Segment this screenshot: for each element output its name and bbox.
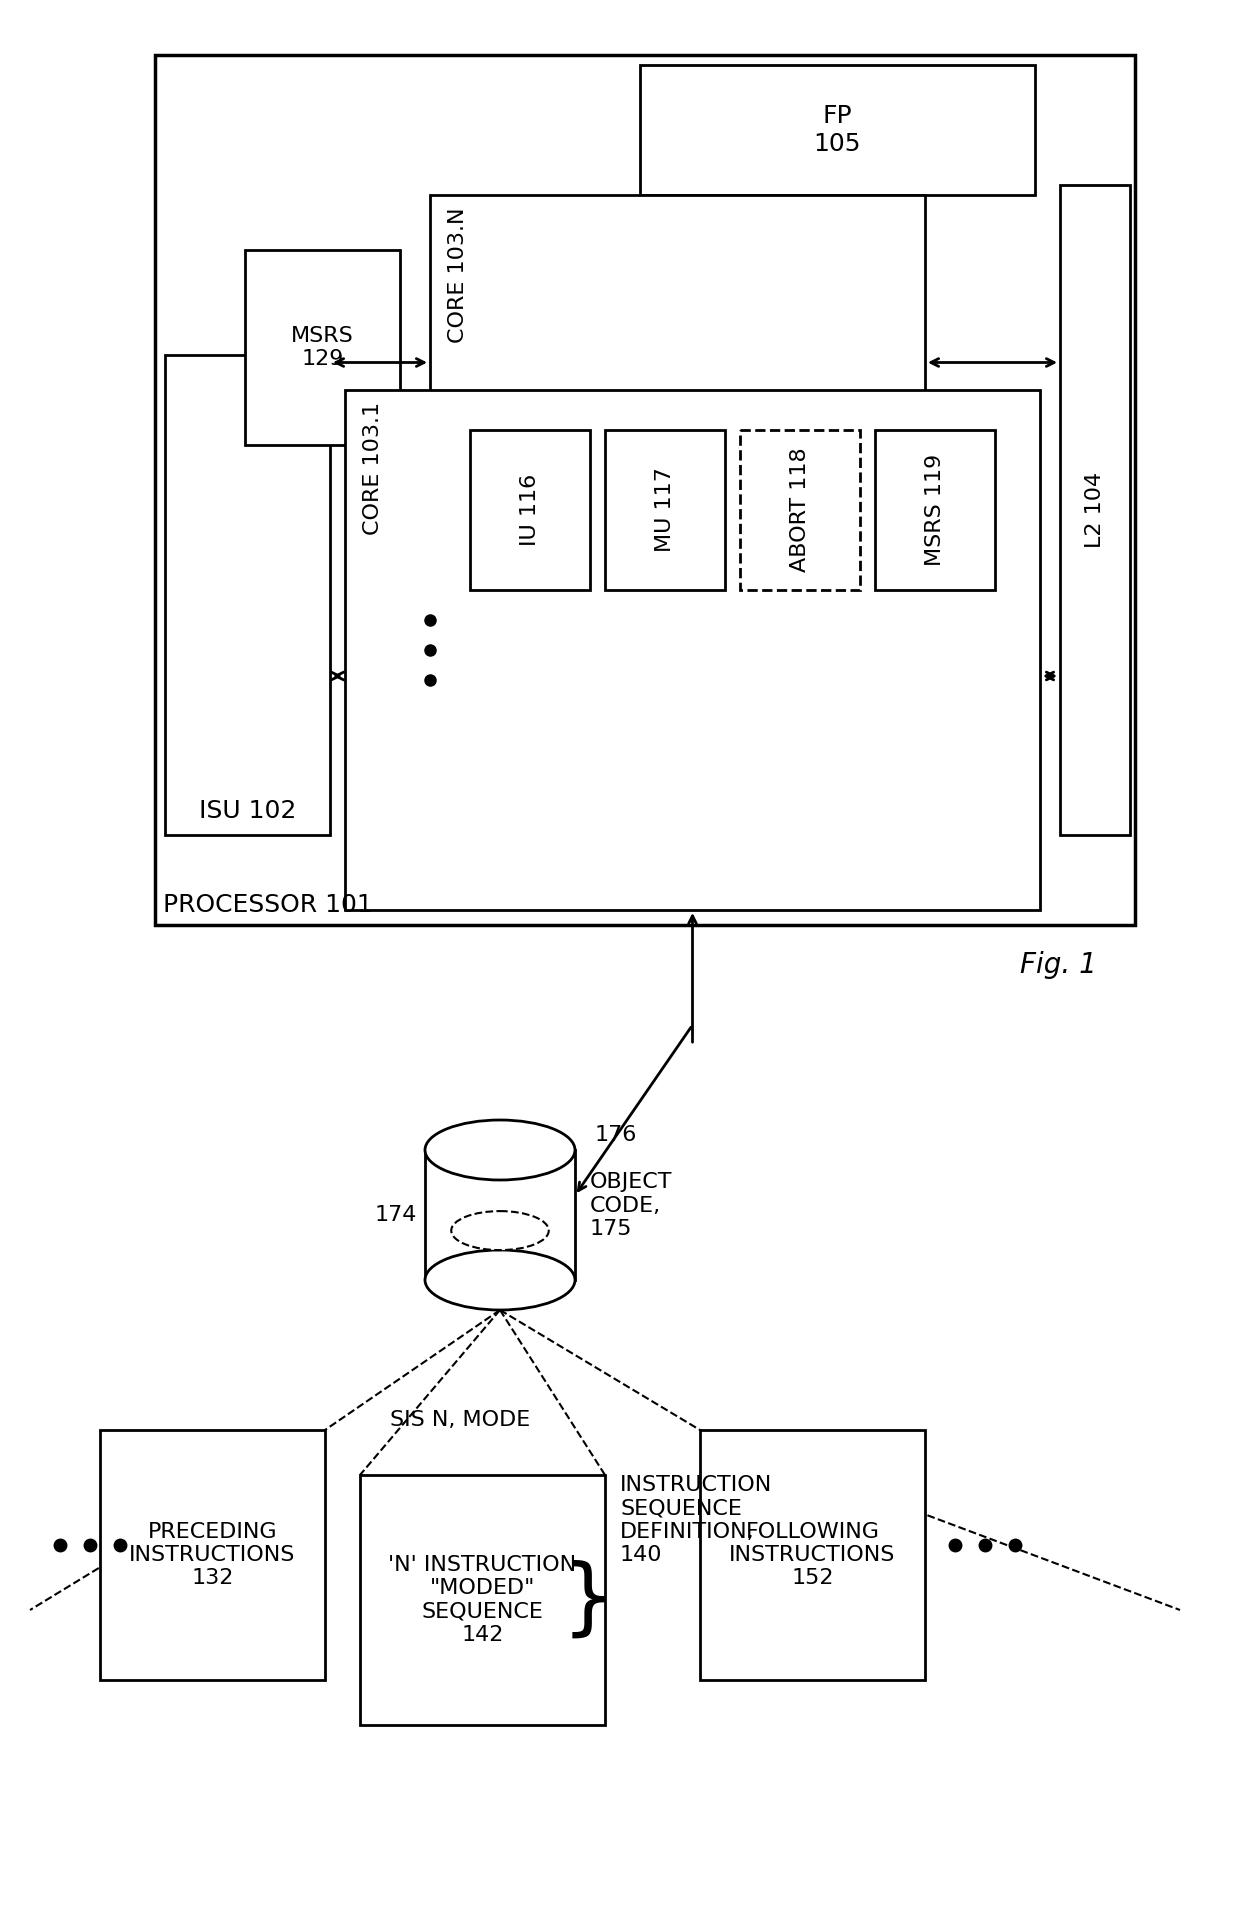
FancyBboxPatch shape [100,1430,325,1679]
Text: CORE 103.1: CORE 103.1 [363,401,383,535]
Text: INSTRUCTION
SEQUENCE
DEFINITION,
140: INSTRUCTION SEQUENCE DEFINITION, 140 [620,1476,773,1564]
FancyBboxPatch shape [470,430,590,589]
Text: CORE 103.N: CORE 103.N [448,207,467,342]
Text: MSRS
129: MSRS 129 [291,326,353,368]
FancyBboxPatch shape [155,56,1135,925]
Text: ISU 102: ISU 102 [198,798,296,823]
Ellipse shape [425,1249,575,1311]
FancyBboxPatch shape [246,249,401,445]
Ellipse shape [451,1211,549,1249]
Text: OBJECT
CODE,
175: OBJECT CODE, 175 [590,1173,672,1238]
FancyBboxPatch shape [360,1476,605,1725]
FancyBboxPatch shape [605,430,725,589]
Text: 'N' INSTRUCTION
"MODED"
SEQUENCE
142: 'N' INSTRUCTION "MODED" SEQUENCE 142 [388,1554,577,1645]
FancyBboxPatch shape [740,430,861,589]
Text: PRECEDING
INSTRUCTIONS
132: PRECEDING INSTRUCTIONS 132 [129,1522,295,1589]
FancyBboxPatch shape [430,196,925,530]
Text: PROCESSOR 101: PROCESSOR 101 [162,892,373,917]
Text: ABORT 118: ABORT 118 [790,447,810,572]
Text: FP
105: FP 105 [813,104,862,155]
Text: }: } [562,1560,615,1641]
FancyBboxPatch shape [1060,184,1130,835]
Text: 174: 174 [374,1205,417,1224]
FancyBboxPatch shape [701,1430,925,1679]
Text: MU 117: MU 117 [655,468,675,553]
Text: IU 116: IU 116 [520,474,539,547]
Ellipse shape [425,1121,575,1180]
Text: Fig. 1: Fig. 1 [1021,952,1096,979]
Text: MSRS 119: MSRS 119 [925,455,945,566]
FancyBboxPatch shape [875,430,994,589]
Text: 176: 176 [595,1125,637,1146]
Text: SIS N, MODE: SIS N, MODE [391,1410,531,1430]
FancyBboxPatch shape [640,65,1035,196]
FancyBboxPatch shape [165,355,330,835]
FancyBboxPatch shape [345,390,1040,910]
Text: L2 104: L2 104 [1085,472,1105,549]
Text: FOLLOWING
INSTRUCTIONS
152: FOLLOWING INSTRUCTIONS 152 [729,1522,895,1589]
